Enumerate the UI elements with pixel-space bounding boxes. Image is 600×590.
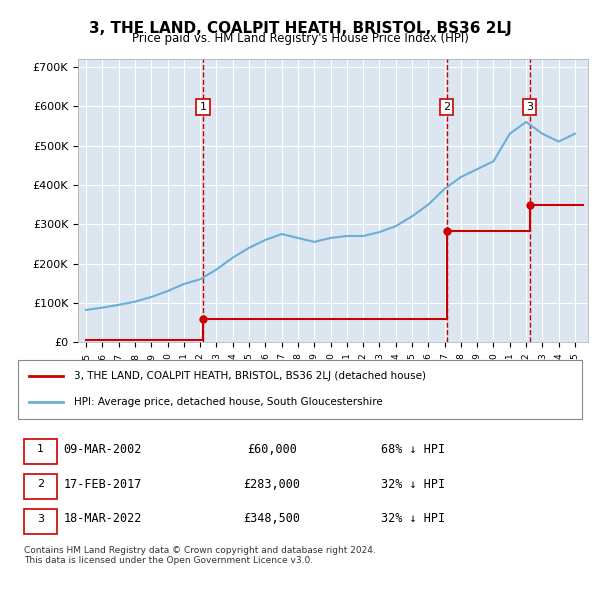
Text: HPI: Average price, detached house, South Gloucestershire: HPI: Average price, detached house, Sout… xyxy=(74,398,383,407)
Text: Price paid vs. HM Land Registry's House Price Index (HPI): Price paid vs. HM Land Registry's House … xyxy=(131,32,469,45)
Text: 3: 3 xyxy=(37,514,44,524)
Text: £283,000: £283,000 xyxy=(244,478,301,491)
Text: 2: 2 xyxy=(37,479,44,489)
Text: 09-MAR-2002: 09-MAR-2002 xyxy=(64,443,142,456)
Text: 3: 3 xyxy=(526,102,533,112)
Text: Contains HM Land Registry data © Crown copyright and database right 2024.
This d: Contains HM Land Registry data © Crown c… xyxy=(24,546,376,565)
Text: 1: 1 xyxy=(37,444,44,454)
Text: £348,500: £348,500 xyxy=(244,513,301,526)
Text: 1: 1 xyxy=(200,102,207,112)
Text: 3, THE LAND, COALPIT HEATH, BRISTOL, BS36 2LJ: 3, THE LAND, COALPIT HEATH, BRISTOL, BS3… xyxy=(89,21,511,35)
Text: 18-MAR-2022: 18-MAR-2022 xyxy=(64,513,142,526)
FancyBboxPatch shape xyxy=(23,440,58,464)
Text: 68% ↓ HPI: 68% ↓ HPI xyxy=(381,443,445,456)
FancyBboxPatch shape xyxy=(18,360,582,419)
Text: 32% ↓ HPI: 32% ↓ HPI xyxy=(381,513,445,526)
FancyBboxPatch shape xyxy=(23,509,58,533)
Text: 17-FEB-2017: 17-FEB-2017 xyxy=(64,478,142,491)
Text: £60,000: £60,000 xyxy=(247,443,297,456)
FancyBboxPatch shape xyxy=(23,474,58,499)
Text: 3, THE LAND, COALPIT HEATH, BRISTOL, BS36 2LJ (detached house): 3, THE LAND, COALPIT HEATH, BRISTOL, BS3… xyxy=(74,372,427,381)
Text: 2: 2 xyxy=(443,102,450,112)
Text: 32% ↓ HPI: 32% ↓ HPI xyxy=(381,478,445,491)
